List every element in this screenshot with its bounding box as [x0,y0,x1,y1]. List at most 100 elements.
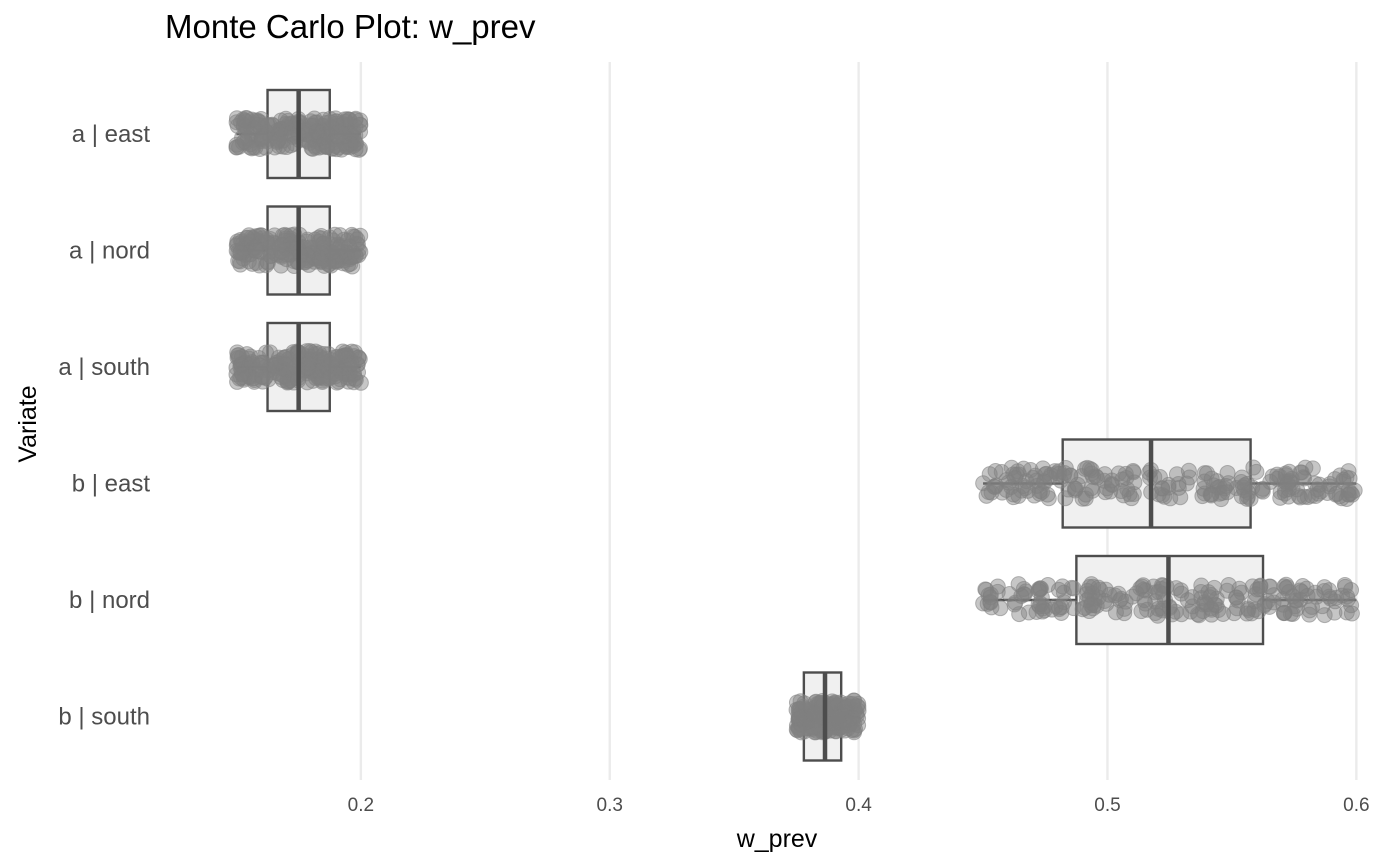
grid-layer [359,62,1358,780]
sample-point [1019,482,1036,499]
y-tick-label: b | south [58,704,150,731]
sample-point [1239,605,1256,622]
sample-point [251,243,268,260]
sample-point [1007,470,1024,487]
sample-point [347,247,364,264]
sample-point [327,110,344,127]
sample-point [1316,607,1333,624]
sample-point [1281,463,1298,480]
sample-point [259,117,276,134]
sample-point [1115,487,1132,504]
sample-point [1272,489,1289,506]
boxplot-row [975,438,1363,529]
boxplot-row [228,321,369,413]
sample-point [274,227,291,244]
sample-point [273,243,290,260]
sample-point [1069,476,1086,493]
y-tick-label: a | nord [69,238,150,265]
sample-point [1202,486,1219,503]
sample-point [987,463,1004,480]
sample-point [1206,596,1223,613]
sample-point [339,355,356,372]
sample-point [238,229,255,246]
sample-point [323,356,340,373]
sample-point [1184,589,1201,606]
sample-point [1316,579,1333,596]
series-layer [228,88,1363,762]
sample-point [1226,605,1243,622]
sample-point [1282,605,1299,622]
sample-point [1239,488,1256,505]
sample-point [829,709,846,726]
sample-point [328,253,345,270]
sample-point [311,250,328,267]
sample-point [1017,480,1034,497]
sample-point [1265,587,1282,604]
sample-point [1218,477,1235,494]
sample-point [253,368,270,385]
boxplot-row [228,88,369,180]
sample-point [1178,475,1195,492]
sample-point [352,374,369,391]
sample-point [1245,459,1262,476]
sample-point [1125,464,1142,481]
sample-point [240,227,257,244]
sample-point [236,133,253,150]
sample-point [1194,488,1211,505]
sample-point [1013,587,1030,604]
sample-point [806,711,823,728]
sample-point [1149,607,1166,624]
sample-point [301,343,318,360]
sample-point [1219,484,1236,501]
sample-point [272,121,289,138]
sample-point [1067,480,1084,497]
sample-point [1297,459,1314,476]
sample-point [308,123,325,140]
sample-point [1063,579,1080,596]
sample-point [1010,576,1027,593]
y-tick-label: a | east [72,121,151,148]
sample-point [304,140,321,157]
sample-point [1136,592,1153,609]
sample-point [337,347,354,364]
sample-point [258,231,275,248]
sample-point [1290,488,1307,505]
sample-point [1107,604,1124,621]
sample-point [266,357,283,374]
sample-point [1132,580,1149,597]
sample-point [1114,471,1131,488]
sample-point [1328,485,1345,502]
sample-point [1198,596,1215,613]
sample-point [352,116,369,133]
sample-point [1203,606,1220,623]
sample-point [844,695,861,712]
sample-point [992,600,1009,617]
sample-point [1050,581,1067,598]
sample-point [1285,588,1302,605]
sample-point [244,255,261,272]
sample-point [1203,470,1220,487]
sample-point [1053,599,1070,616]
sample-point [1229,592,1246,609]
sample-point [1219,464,1236,481]
sample-point [1110,585,1127,602]
sample-point [1007,594,1024,611]
sample-point [277,356,294,373]
sample-point [983,484,1000,501]
sample-point [229,347,246,364]
sample-point [1113,483,1130,500]
y-tick-label: b | nord [69,587,150,614]
x-tick-label: 0.3 [597,795,623,816]
sample-point [1342,485,1359,502]
sample-point [1180,462,1197,479]
x-axis-title: w_prev [736,825,818,853]
chart-title: Monte Carlo Plot: w_prev [165,8,536,45]
sample-point [332,227,349,244]
sample-point [1316,583,1333,600]
boxplot-row [228,205,369,296]
x-tick-label: 0.6 [1343,795,1369,816]
sample-point [1298,580,1315,597]
sample-point [1274,591,1291,608]
sample-point [324,140,341,157]
